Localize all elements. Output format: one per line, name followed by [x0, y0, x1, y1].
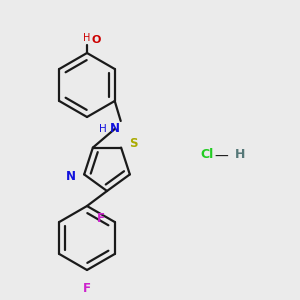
Text: N: N — [66, 170, 76, 183]
Text: N: N — [110, 122, 120, 136]
Text: F: F — [83, 282, 91, 295]
Text: Cl: Cl — [200, 148, 213, 161]
Text: H: H — [235, 148, 245, 161]
Text: S: S — [129, 137, 138, 150]
Text: O: O — [92, 35, 101, 45]
Text: H: H — [83, 33, 91, 43]
Text: F: F — [97, 212, 105, 224]
Text: H: H — [99, 124, 107, 134]
Text: —: — — [214, 150, 228, 164]
